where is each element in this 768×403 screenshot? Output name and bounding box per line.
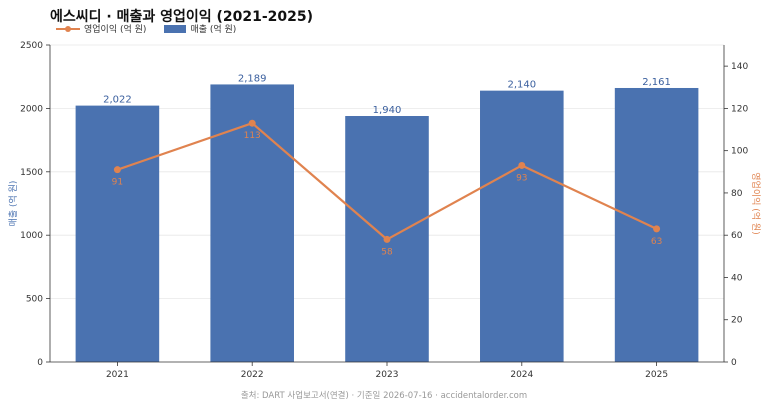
x-tick-label: 2025 — [645, 370, 668, 380]
legend-line-marker — [56, 25, 80, 32]
chart-title: 에스씨디 · 매출과 영업이익 (2021-2025) — [50, 9, 314, 25]
operating-profit-point — [113, 166, 121, 174]
bar-layer — [75, 84, 699, 363]
revenue-value-label: 2,161 — [642, 77, 671, 88]
right-tick-label: 40 — [731, 273, 743, 283]
left-tick-label: 1500 — [20, 168, 43, 178]
legend-bar-swatch — [164, 24, 187, 33]
right-tick-label: 80 — [731, 189, 743, 199]
operating-profit-value-label: 91 — [112, 178, 123, 188]
left-axis-title: 매출 (억 원) — [7, 181, 19, 227]
legend-item-operating-profit: 영업이익 (억 원) — [56, 22, 146, 35]
legend-label-revenue: 매출 (억 원) — [190, 25, 237, 35]
x-tick-label: 2022 — [241, 370, 264, 380]
right-tick-label: 100 — [731, 147, 748, 157]
revenue-bar — [480, 90, 564, 362]
x-tick-label: 2024 — [510, 370, 533, 380]
right-tick-label: 0 — [731, 358, 737, 368]
source-note: 출처: DART 사업보고서(연결) · 기준일 2026-07-16 · ac… — [240, 391, 528, 401]
operating-profit-point — [383, 235, 391, 243]
left-tick-label: 1000 — [20, 231, 43, 241]
operating-profit-value-label: 113 — [244, 131, 261, 141]
operating-profit-value-label: 93 — [516, 173, 527, 183]
operating-profit-point — [248, 119, 256, 127]
revenue-bar — [210, 84, 294, 362]
line-layer — [113, 119, 661, 243]
legend-label-operating-profit: 영업이익 (억 원) — [84, 25, 147, 35]
left-tick-label: 500 — [26, 295, 43, 305]
operating-profit-point — [653, 225, 661, 233]
operating-profit-value-label: 63 — [651, 237, 662, 247]
x-tick-label: 2023 — [376, 370, 399, 380]
revenue-bar — [614, 87, 699, 362]
right-tick-label: 120 — [731, 104, 748, 114]
operating-profit-value-label: 58 — [381, 247, 393, 257]
revenue-value-label: 2,189 — [238, 73, 267, 84]
legend-item-revenue: 매출 (억 원) — [164, 22, 236, 35]
right-tick-label: 20 — [731, 316, 743, 326]
legend: 영업이익 (억 원) 매출 (억 원) — [56, 22, 254, 35]
operating-profit-point — [518, 161, 526, 169]
label-layer: 2,022 2,189 1,940 2,140 2,161 91 113 58 93 63 — [103, 73, 671, 257]
right-tick-label: 140 — [731, 62, 748, 72]
left-tick-label: 2500 — [20, 41, 43, 51]
revenue-value-label: 1,940 — [373, 105, 402, 116]
right-tick-label: 60 — [731, 231, 743, 241]
revenue-value-label: 2,140 — [507, 80, 536, 91]
right-axis-title: 영업이익 (억 원) — [750, 172, 762, 234]
left-tick-label: 2000 — [20, 104, 43, 114]
left-tick-label: 0 — [37, 358, 43, 368]
revenue-bar — [75, 105, 160, 362]
axis-layer: 0 500 1000 1500 2000 2500 0 20 40 60 80 100 120 140 20… — [7, 41, 762, 380]
x-tick-label: 2021 — [106, 370, 129, 380]
revenue-value-label: 2,022 — [103, 95, 132, 106]
